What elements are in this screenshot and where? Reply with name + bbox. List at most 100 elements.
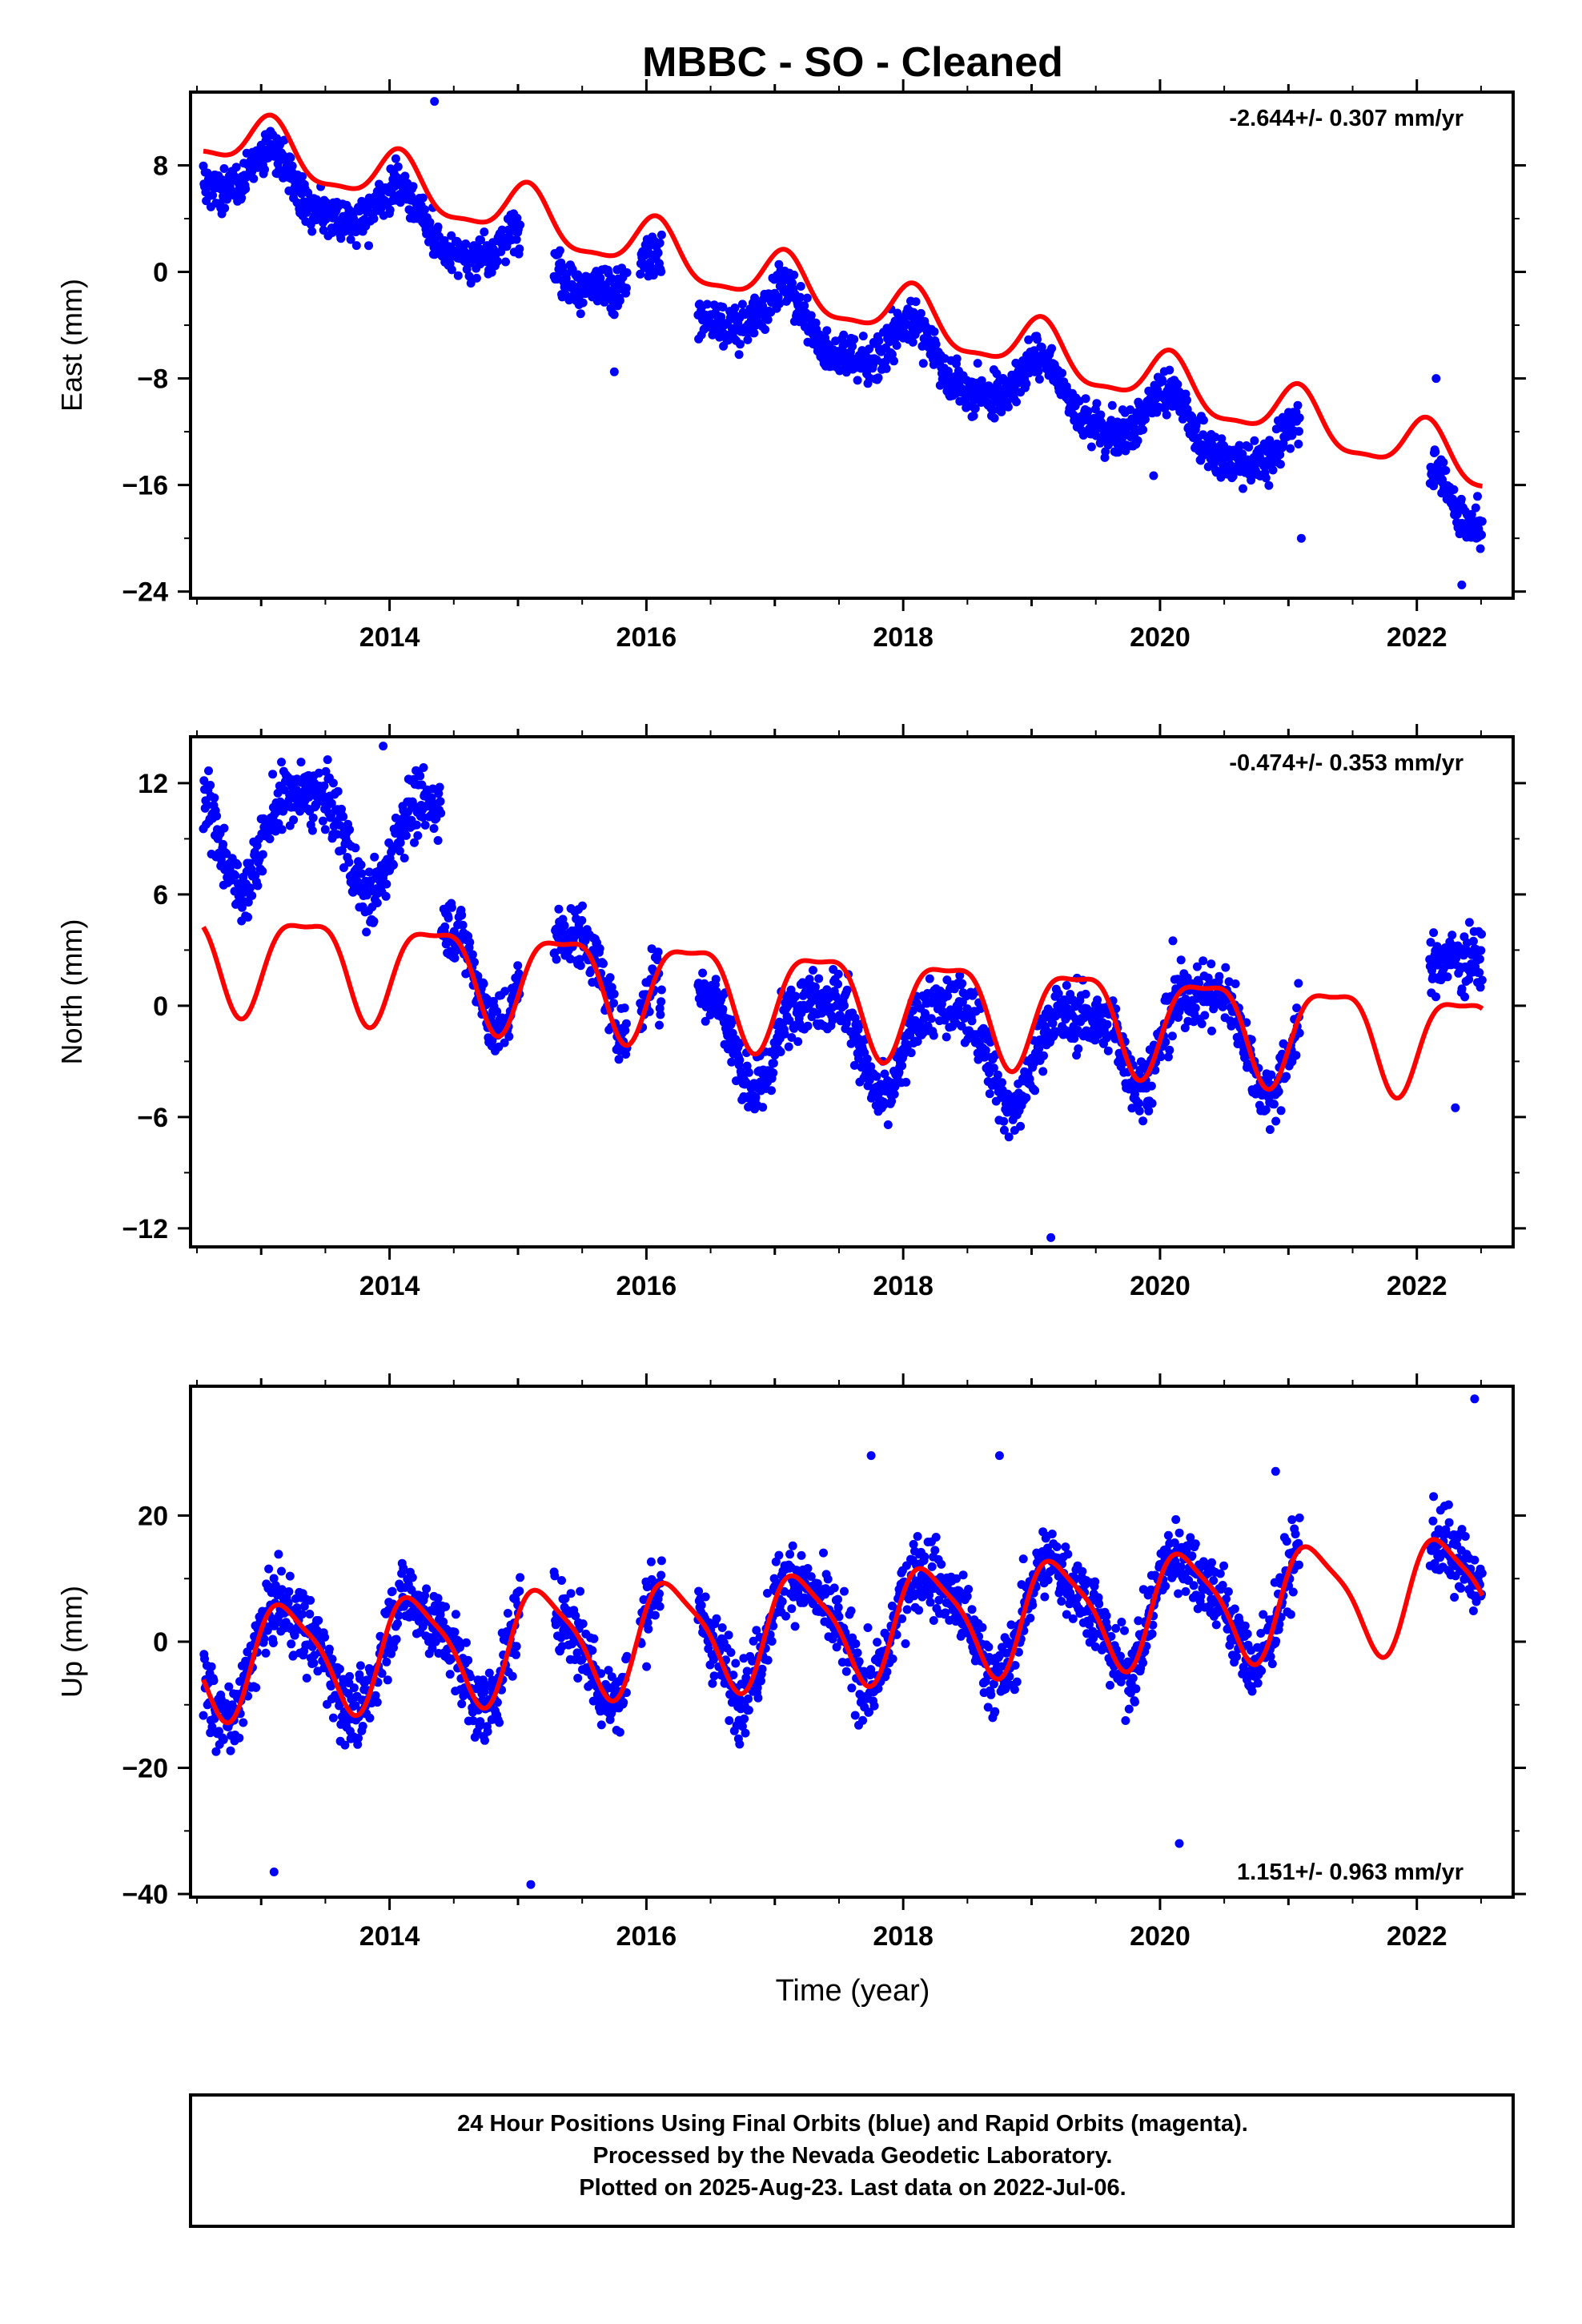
data-point — [849, 335, 859, 344]
data-point — [251, 870, 260, 880]
data-point — [753, 1693, 763, 1703]
north-frame — [189, 735, 1515, 1248]
east-rate-label: -2.644+/- 0.307 mm/yr — [1229, 106, 1464, 131]
data-point — [916, 308, 926, 318]
data-point — [298, 1610, 307, 1619]
data-point — [408, 1573, 417, 1582]
data-point — [863, 1623, 873, 1632]
data-point — [207, 1662, 216, 1671]
data-point — [1003, 402, 1013, 412]
data-point — [348, 887, 358, 897]
data-point — [206, 781, 215, 790]
data-point — [1016, 1121, 1026, 1131]
data-point — [1133, 436, 1142, 445]
east-model-curve — [203, 112, 1483, 489]
data-point — [1086, 442, 1096, 452]
data-point — [788, 1541, 797, 1550]
data-point — [292, 1603, 302, 1613]
y-tick-label: 0 — [153, 991, 168, 1022]
data-point — [833, 1594, 842, 1604]
data-point — [465, 938, 475, 947]
data-point — [819, 1548, 828, 1558]
data-point — [850, 1711, 860, 1720]
data-point — [357, 869, 367, 879]
data-point — [1033, 335, 1042, 344]
data-point — [727, 1057, 737, 1067]
data-point — [655, 1602, 665, 1611]
data-point — [395, 846, 404, 856]
data-point — [416, 771, 425, 781]
data-point — [834, 1612, 844, 1622]
data-point — [1093, 995, 1102, 1005]
x-tick-label: 2022 — [1387, 622, 1447, 653]
data-point — [943, 367, 953, 376]
x-tick-label: 2016 — [616, 622, 677, 653]
data-point — [955, 971, 965, 980]
data-point — [1054, 989, 1063, 999]
data-point — [881, 364, 891, 373]
data-point — [290, 1630, 299, 1640]
data-point — [872, 1072, 881, 1081]
data-point — [731, 1659, 741, 1668]
data-point — [515, 244, 524, 254]
data-point — [853, 1648, 862, 1658]
data-point — [854, 1657, 864, 1667]
data-point — [998, 1078, 1006, 1088]
data-point — [1162, 410, 1171, 420]
data-point — [1439, 458, 1448, 467]
data-point — [327, 798, 336, 808]
data-point — [1447, 931, 1457, 940]
data-point — [887, 1096, 897, 1106]
data-point — [969, 411, 978, 420]
data-point — [865, 1707, 873, 1717]
x-tick-label: 2014 — [359, 1271, 420, 1301]
data-point — [930, 1546, 940, 1555]
x-tick-label: 2018 — [873, 1271, 934, 1301]
data-point — [858, 1715, 868, 1725]
data-point — [749, 328, 759, 338]
data-point — [1199, 956, 1208, 966]
data-point — [199, 1711, 208, 1720]
data-point — [578, 1619, 588, 1629]
data-point — [412, 820, 421, 830]
data-point — [833, 1602, 843, 1612]
data-point — [457, 911, 467, 920]
data-point — [718, 303, 728, 312]
data-point — [1207, 959, 1216, 969]
data-point — [385, 205, 395, 215]
data-point — [809, 1599, 817, 1609]
data-point — [1107, 400, 1117, 410]
data-point — [908, 337, 917, 347]
data-point — [1429, 928, 1439, 938]
data-point — [805, 975, 814, 984]
data-point — [761, 325, 770, 334]
data-point — [207, 1723, 217, 1731]
data-point — [504, 1031, 514, 1041]
data-point — [943, 991, 953, 1001]
data-point — [303, 188, 313, 198]
outlier-point — [1046, 1232, 1056, 1242]
data-point — [428, 1643, 437, 1653]
data-point — [749, 1636, 758, 1646]
data-point — [566, 1589, 576, 1598]
data-point — [643, 1618, 652, 1627]
data-point — [476, 1717, 485, 1727]
x-tick-label: 2022 — [1387, 1271, 1447, 1301]
data-point — [897, 1061, 907, 1071]
data-point — [320, 1632, 330, 1642]
data-point — [609, 310, 619, 320]
data-point — [1024, 335, 1034, 344]
data-point — [767, 1086, 776, 1096]
data-point — [503, 1609, 512, 1618]
data-point — [231, 870, 240, 880]
data-point — [1083, 407, 1093, 416]
data-point — [1441, 466, 1451, 475]
data-point — [444, 913, 453, 923]
data-point — [1199, 416, 1208, 425]
data-point — [356, 860, 366, 870]
data-point — [934, 1595, 944, 1605]
data-point — [753, 1683, 762, 1693]
data-point — [260, 165, 269, 175]
data-point — [648, 1601, 658, 1610]
